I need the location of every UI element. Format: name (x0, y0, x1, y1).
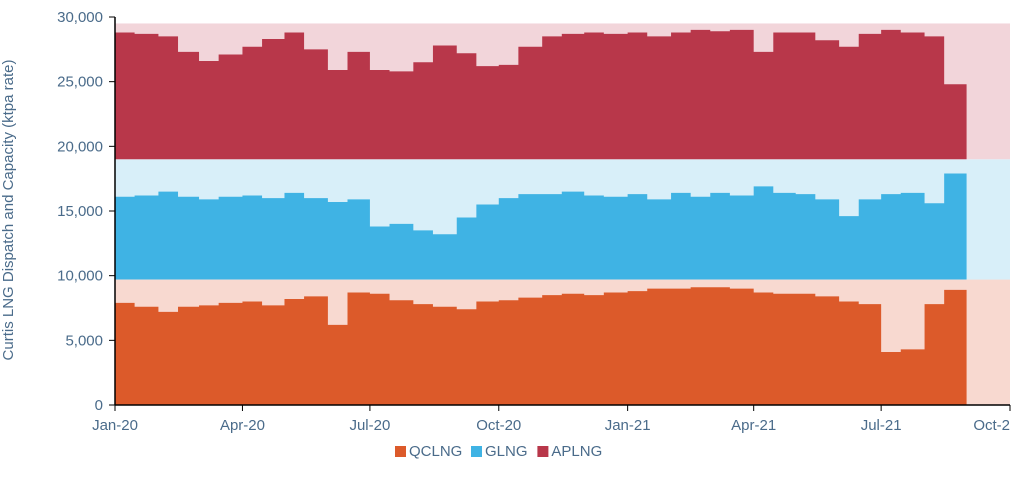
x-tick-label: Oct-20 (476, 417, 521, 434)
y-tick-label: 25,000 (57, 74, 103, 91)
y-tick-label: 15,000 (57, 203, 103, 220)
legend-label-glng: GLNG (485, 443, 528, 460)
y-axis-title: Curtis LNG Dispatch and Capacity (ktpa r… (0, 60, 17, 361)
y-tick-label: 0 (95, 397, 103, 414)
series-area-aplng (115, 29, 967, 160)
x-tick-label: Jul-20 (349, 417, 390, 434)
x-tick-label: Apr-21 (731, 417, 776, 434)
legend-swatch-qclng (395, 446, 406, 457)
legend-label-qclng: QCLNG (409, 443, 462, 460)
series-area-qclng (115, 287, 967, 405)
legend-label-aplng: APLNG (551, 443, 602, 460)
x-tick-label: Oct-2 (973, 417, 1010, 434)
x-axis-ticks: Jan-20 Apr-20 Jul-20 Oct-20 Jan-21 Apr-21 Jul-… (92, 405, 1011, 434)
x-tick-label: Jul-21 (861, 417, 902, 434)
y-tick-label: 10,000 (57, 268, 103, 285)
legend: QCLNG GLNG APLNG (395, 443, 602, 460)
x-tick-label: Apr-20 (220, 417, 265, 434)
x-tick-label: Jan-20 (92, 417, 138, 434)
series-areas (115, 29, 967, 405)
legend-swatch-glng (471, 446, 482, 457)
y-tick-label: 5,000 (65, 332, 103, 349)
y-tick-label: 20,000 (57, 138, 103, 155)
legend-swatch-aplng (537, 446, 549, 457)
y-axis-ticks: 0 5,000 10,000 15,000 20,000 25,000 30,000 (57, 9, 115, 414)
series-area-glng (115, 172, 967, 280)
y-tick-label: 30,000 (57, 9, 103, 26)
x-tick-label: Jan-21 (605, 417, 651, 434)
